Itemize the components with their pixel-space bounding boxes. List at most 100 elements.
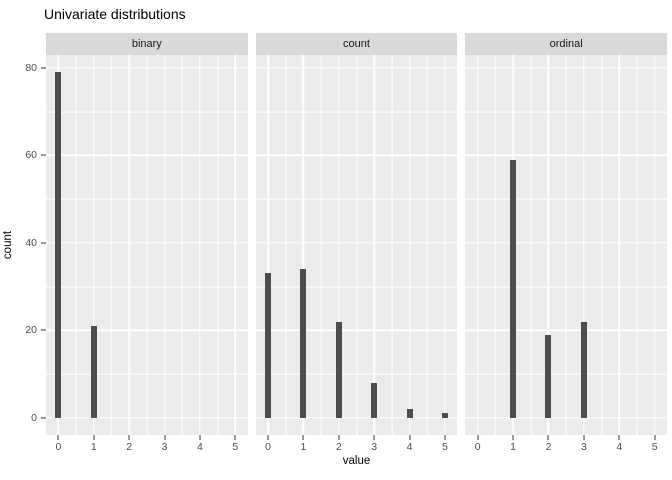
- gridline-x-major: [618, 55, 620, 435]
- gridline-x-major: [408, 55, 411, 435]
- x-tick-mark: [618, 435, 620, 440]
- x-tick-label: 2: [126, 441, 133, 453]
- x-tick-mark: [373, 435, 375, 440]
- x-tick-label: 3: [161, 441, 168, 453]
- facet-ordinal: ordinal 0 1 2 3 4 5: [465, 33, 668, 459]
- bar-x5: [441, 413, 448, 418]
- y-tick-mark: [41, 67, 46, 69]
- x-tick-label: 0: [474, 441, 481, 453]
- x-tick-label: 5: [232, 441, 239, 453]
- gridline-x-minor: [636, 55, 638, 435]
- x-tick-mark: [267, 435, 269, 440]
- gridline-y-minor: [46, 373, 248, 375]
- chart-title: Univariate distributions: [44, 6, 186, 22]
- gridline-y-major: [465, 154, 668, 157]
- x-tick-label: 0: [55, 441, 62, 453]
- gridline-x-minor: [217, 55, 218, 435]
- x-tick-label: 2: [545, 441, 552, 453]
- facet-panel: [255, 55, 458, 435]
- gridline-y-major: [465, 416, 668, 419]
- gridline-x-minor: [111, 55, 112, 435]
- x-tick-mark: [409, 435, 411, 440]
- y-tick-mark: [41, 329, 46, 331]
- x-tick-label: 5: [651, 441, 658, 453]
- gridline-y-minor: [255, 286, 458, 287]
- y-tick-label: 60: [25, 149, 37, 162]
- gridline-y-minor: [46, 111, 248, 113]
- x-tick-mark: [477, 435, 479, 440]
- x-tick-mark: [583, 435, 585, 440]
- gridline-x-major: [338, 55, 340, 435]
- bar-x1: [90, 325, 97, 418]
- plot-area: binary 0 1 2 3 4 5 count 0 1 2 3 4 5 ordinal 0 1 2 3 4 5: [46, 33, 668, 459]
- gridline-y-major: [465, 67, 668, 69]
- facet-panel: [46, 55, 248, 435]
- bar-x2: [545, 334, 552, 418]
- x-tick-label: 4: [616, 441, 623, 453]
- gridline-y-major: [46, 242, 248, 244]
- y-axis: 0 20 40 60 80: [0, 55, 46, 435]
- gridline-y-major: [46, 416, 248, 419]
- gridline-y-major: [46, 67, 248, 69]
- x-tick-label: 5: [442, 441, 448, 453]
- facet-count: count 0 1 2 3 4 5: [255, 33, 458, 459]
- gridline-x-major: [302, 55, 305, 435]
- x-tick-mark: [512, 435, 514, 440]
- x-tick-mark: [199, 435, 201, 440]
- gridline-y-major: [255, 67, 458, 69]
- gridline-x-minor: [601, 55, 602, 435]
- gridline-y-major: [255, 416, 458, 419]
- gridline-y-minor: [465, 373, 668, 375]
- x-tick-label: 3: [580, 441, 587, 453]
- gridline-y-minor: [46, 286, 248, 287]
- y-tick-label: 40: [25, 236, 37, 249]
- gridline-x-minor: [495, 55, 496, 435]
- gridline-y-major: [255, 154, 458, 157]
- y-tick-mark: [41, 242, 46, 244]
- gridline-x-major: [267, 55, 269, 435]
- gridline-x-minor: [75, 55, 77, 435]
- facet-x-axis: 0 1 2 3 4 5: [465, 435, 667, 459]
- x-tick-mark: [547, 435, 549, 440]
- gridline-x-major: [583, 55, 585, 435]
- gridline-x-major: [653, 55, 656, 435]
- gridline-x-minor: [530, 55, 532, 435]
- gridline-x-minor: [146, 55, 148, 435]
- y-tick-label: 80: [25, 61, 37, 74]
- facet-strip: binary: [46, 33, 248, 55]
- gridline-x-minor: [565, 55, 567, 435]
- gridline-x-minor: [181, 55, 183, 435]
- bar-x3: [371, 382, 378, 418]
- gridline-x-major: [128, 55, 130, 435]
- facet-binary: binary 0 1 2 3 4 5: [46, 33, 248, 459]
- bar-x0: [265, 273, 272, 418]
- y-tick-label: 20: [25, 324, 37, 337]
- gridline-x-major: [234, 55, 237, 435]
- x-tick-mark: [302, 435, 304, 440]
- y-tick-mark: [41, 154, 46, 156]
- gridline-y-minor: [465, 286, 668, 287]
- gridline-x-minor: [426, 55, 428, 435]
- bar-x1: [510, 159, 517, 418]
- gridline-y-minor: [255, 111, 458, 113]
- gridline-x-major: [93, 55, 95, 435]
- x-tick-mark: [654, 435, 656, 440]
- y-tick-label: 0: [31, 411, 37, 424]
- gridline-x-major: [373, 55, 375, 435]
- gridline-x-minor: [391, 55, 393, 435]
- gridline-x-major: [476, 55, 479, 435]
- gridline-y-major: [46, 154, 248, 157]
- gridline-x-minor: [320, 55, 322, 435]
- x-axis-title: value: [342, 455, 371, 467]
- facet-panel: [465, 55, 668, 435]
- facet-row: binary 0 1 2 3 4 5 count 0 1 2 3 4 5 ordinal 0 1 2 3 4 5: [46, 33, 668, 459]
- bar-x1: [300, 269, 307, 418]
- gridline-y-minor: [465, 111, 668, 113]
- x-tick-mark: [164, 435, 166, 440]
- facet-strip: ordinal: [465, 33, 668, 55]
- bar-x3: [580, 321, 587, 418]
- gridline-y-major: [255, 242, 458, 244]
- x-tick-label: 0: [265, 441, 271, 453]
- facet-x-axis: 0 1 2 3 4 5: [46, 435, 248, 459]
- gridline-x-major: [199, 55, 201, 435]
